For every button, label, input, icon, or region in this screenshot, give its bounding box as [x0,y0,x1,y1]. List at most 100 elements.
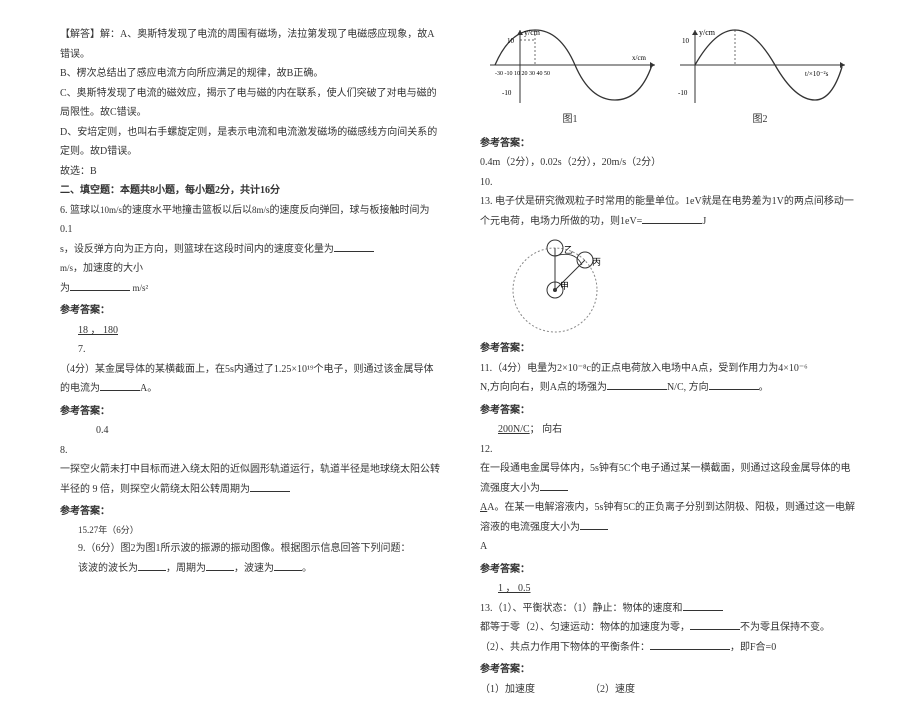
blank [709,380,759,390]
q13-t3: 不为零且保持不变。 [740,622,830,633]
chart2-box: y/cm t/×10⁻²s 10 -10 图2 [670,25,850,130]
q6-line1: 6. 篮球以10m/s的速度水平地撞击篮板以后以8m/s的速度反向弹回，球与板接… [60,201,440,240]
q11-t2: N,方向向右，则A点的场强为 [480,382,607,393]
blank [206,561,234,571]
blank [650,640,730,650]
blank [138,561,166,571]
chart1-yt: 10 [507,37,515,45]
ans8: 15.27年（6分） [60,522,440,540]
q6-line3: m/s，加速度的大小 [60,259,440,279]
ans7: 0.4 [60,421,440,441]
q6-line4: 为 m/s² [60,279,440,299]
chart2-svg: y/cm t/×10⁻²s 10 -10 [670,25,850,110]
chart2-yb: -10 [678,89,688,97]
ans13a: （1）加速度 [480,684,535,695]
chart2-ylabel: y/cm [699,28,716,37]
circle-svg: 乙 甲 丙 [500,235,610,335]
ans9: 0.4m（2分），0.02s（2分），20m/s（2分） [480,153,860,173]
q6-t5: ，加速度的大小 [73,263,143,274]
q7-text: （4分）某金属导体的某横截面上，在5s内通过了1.25×10¹⁹个电子，则通过该… [60,360,440,399]
q11-t3: N/C, 方向 [667,382,709,393]
chart2-xlabel: t/×10⁻²s [805,70,829,78]
q9-t2: ，周期为 [166,563,206,574]
blank [250,482,290,492]
chart2-title: 图2 [670,110,850,130]
blank [690,620,740,630]
blank [607,380,667,390]
blank [540,481,568,491]
q13-t1: 13.（1）、平衡状态：（1）静止：物体的速度和 [480,603,683,614]
ans11b: ； 向右 [530,424,563,435]
blank [580,520,608,530]
q13-l1: 13.（1）、平衡状态：（1）静止：物体的速度和 [480,599,860,619]
svg-text:丙: 丙 [592,257,601,267]
q13-l3: （2）、共点力作用下物体的平衡条件：，即F合=0 [480,638,860,658]
ans12: 1 ， 0.5 [480,579,860,599]
q6-t4: s，设反弹方向为正方向，则篮球在这段时间内的速度变化量为 [60,244,334,255]
q6-t2: 的速度水平地撞击篮板以后以 [122,205,252,216]
blank [100,381,140,391]
q13-t2: 都等于零（2）、匀速运动：物体的加速度为零， [480,622,690,633]
q12-t1: 在一段通电金属导体内，5s钟有5C个电子通过某一横截面，则通过这段金属导体的电流… [480,463,851,494]
chart2-yt: 10 [682,37,690,45]
q6-t1: 6. 篮球以 [60,205,100,216]
explain-b: B、楞次总结出了感应电流方向所应满足的规律，故B正确。 [60,64,440,84]
ans6: 18 ， 180 [60,321,440,341]
charts-row: y/cm x/cm 10 -10 -30 -10 10 20 30 40 50 … [480,25,860,130]
chart1-svg: y/cm x/cm 10 -10 -30 -10 10 20 30 40 50 [480,25,660,110]
ans9-label: 参考答案： [480,134,860,154]
q9-t1: 该波的波长为 [78,563,138,574]
circle-diagram: 乙 甲 丙 [500,235,860,335]
q11-t1: 11.（4分）电量为2×10⁻⁸c的正点电荷放入电场中A点，受到作用力为4×10… [480,363,808,374]
blank [334,242,374,252]
q11-l2: N,方向向右，则A点的场强为 N/C, 方向 。 [480,378,860,398]
q9-t3: ，波速为 [234,563,274,574]
blank [274,561,302,571]
ans11-label: 参考答案： [480,401,860,421]
q6-unit2: m/s² [133,283,149,293]
chart1-ylabel: y/cm [524,28,541,37]
ans13b: （2）速度 [590,684,635,695]
q10: 10. [480,173,860,193]
q13top-j: J [702,216,706,227]
ans11: 200N/C； 向右 [480,420,860,440]
q6-t6: 为 [60,283,70,294]
explain-a: 【解答】解：A、奥斯特发现了电流的周围有磁场，法拉第发现了电磁感应现象，故A错误… [60,25,440,64]
ans8-label: 参考答案： [60,502,440,522]
right-column: y/cm x/cm 10 -10 -30 -10 10 20 30 40 50 … [460,25,860,699]
q9-t4: 。 [302,563,312,574]
svg-text:甲: 甲 [560,281,569,291]
section-2-title: 二、填空题：本题共8小题，每小题2分，共计16分 [60,181,440,201]
q8-num: 8. [60,441,440,461]
ans11a: 200N/C [498,424,530,435]
q9-text: 9.（6分）图2为图1所示波的振源的振动图像。根据图示信息回答下列问题： [60,539,440,559]
blank [683,601,723,611]
q8-text: 一探空火箭未打中目标而进入绕太阳的近似圆形轨道运行，轨道半径是地球绕太阳公转半径… [60,460,440,499]
q12-num: 12. [480,440,860,460]
ans7-label: 参考答案： [60,402,440,422]
ans6-label: 参考答案： [60,301,440,321]
blank [642,214,702,224]
chart1-xt: -30 -10 10 20 30 40 50 [495,71,550,77]
explain-c: C、奥斯特发现了电流的磁效应，揭示了电与磁的内在联系，使人们突破了对电与磁的局限… [60,84,440,123]
blank [70,281,130,291]
q6-line2: s，设反弹方向为正方向，则篮球在这段时间内的速度变化量为 [60,240,440,260]
ans10-label: 参考答案： [480,339,860,359]
explain-d: D、安培定则，也叫右手螺旋定则，是表示电流和电流激发磁场的磁感线方向间关系的定则… [60,123,440,162]
q12-t3: A [480,537,860,557]
chart1-box: y/cm x/cm 10 -10 -30 -10 10 20 30 40 50 … [480,25,660,130]
chart1-xlabel: x/cm [632,54,647,62]
q6-unit1: m/s [60,263,73,273]
q11-t4: 。 [759,382,769,393]
q7-t2: A。 [140,383,157,394]
left-column: 【解答】解：A、奥斯特发现了电流的周围有磁场，法拉第发现了电磁感应现象，故A错误… [60,25,460,699]
q6-m2: 8m/s [252,205,270,215]
q11: 11.（4分）电量为2×10⁻⁸c的正点电荷放入电场中A点，受到作用力为4×10… [480,359,860,379]
q7-num: 7. [60,340,440,360]
q12-l1: 在一段通电金属导体内，5s钟有5C个电子通过某一横截面，则通过这段金属导体的电流… [480,459,860,498]
q9-line2: 该波的波长为 ，周期为 ，波速为 。 [60,559,440,579]
svg-text:乙: 乙 [564,245,573,255]
chart1-title: 图1 [480,110,660,130]
ans13: （1）加速度 （2）速度 [480,680,860,700]
ans12-label: 参考答案： [480,560,860,580]
